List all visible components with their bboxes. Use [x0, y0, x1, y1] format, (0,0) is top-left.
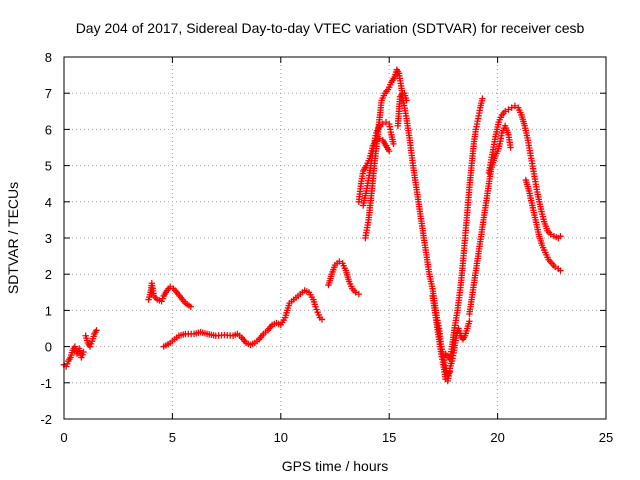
data-point [318, 316, 326, 323]
y-axis-label: SDTVAR / TECUs [5, 182, 21, 294]
data-point [390, 140, 397, 148]
data-points [60, 66, 564, 385]
y-tick-label: 7 [45, 86, 52, 101]
data-point [501, 108, 509, 115]
data-point [382, 118, 390, 126]
data-point [167, 283, 174, 291]
gridlines [64, 57, 606, 419]
y-tick-label: 2 [45, 267, 52, 282]
plot-frame [63, 56, 607, 420]
y-tick-label: 1 [45, 303, 52, 318]
y-tick-label: 3 [45, 231, 52, 246]
data-point [93, 327, 100, 334]
data-point [336, 258, 343, 265]
data-point [479, 95, 486, 102]
y-tick-label: 6 [45, 122, 52, 137]
y-tick-label: 0 [45, 340, 52, 355]
x-tick-label: 0 [60, 430, 67, 445]
data-point [547, 231, 554, 238]
data-point [352, 289, 359, 296]
x-axis-label: GPS time / hours [282, 458, 389, 474]
data-point [557, 267, 564, 274]
x-tick-label: 20 [490, 430, 504, 445]
y-tick-label: -2 [40, 412, 52, 427]
data-point [187, 303, 195, 310]
data-point [507, 144, 514, 151]
chart-title: Day 204 of 2017, Sidereal Day-to-day VTE… [76, 20, 585, 36]
y-tick-label: 4 [45, 195, 52, 210]
y-tick-label: 8 [45, 50, 52, 65]
data-point [505, 106, 512, 113]
data-point [557, 232, 564, 240]
axis-ticks: 0 5 10 15 20 25 -2 -1 0 1 2 3 4 5 6 7 8 [40, 50, 613, 445]
y-tick-label: -1 [40, 376, 52, 391]
data-point [355, 290, 363, 298]
data-point [403, 97, 410, 104]
data-point [386, 147, 393, 155]
data-point [508, 104, 515, 111]
y-tick-label: 5 [45, 159, 52, 174]
data-point [466, 318, 473, 325]
x-tick-label: 25 [599, 430, 613, 445]
x-tick-label: 15 [382, 430, 396, 445]
data-point [511, 102, 519, 110]
x-tick-label: 5 [169, 430, 176, 445]
x-tick-label: 10 [274, 430, 288, 445]
data-point [80, 348, 87, 356]
data-point [551, 263, 559, 271]
